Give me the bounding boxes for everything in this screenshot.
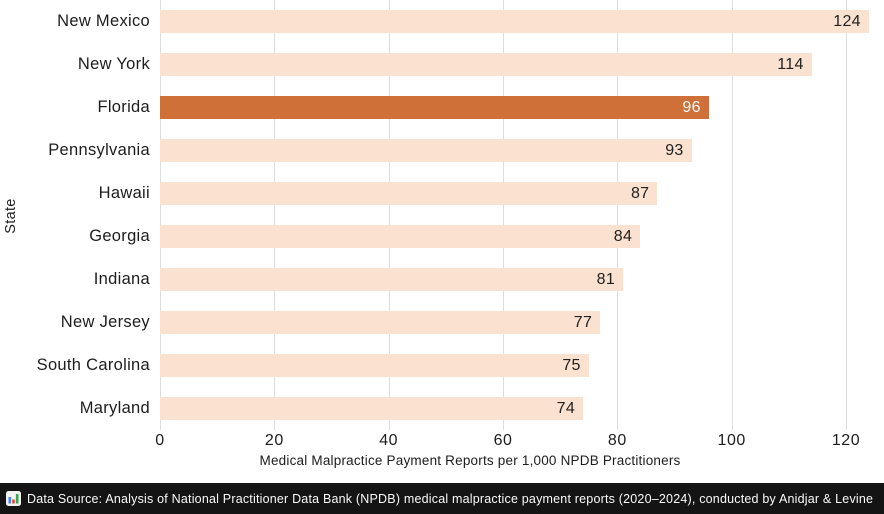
bar-new-mexico: 124 bbox=[160, 10, 869, 33]
x-tick-60: 60 bbox=[493, 432, 513, 449]
gridline-100 bbox=[731, 0, 733, 430]
value-label: 74 bbox=[556, 399, 576, 417]
category-label-hawaii: Hawaii bbox=[98, 184, 150, 202]
category-label-new-york: New York bbox=[77, 55, 150, 73]
category-label-new-jersey: New Jersey bbox=[60, 313, 150, 331]
gridline-80 bbox=[617, 0, 619, 430]
bar-row-indiana: 81 bbox=[160, 258, 884, 301]
bar-indiana: 81 bbox=[160, 268, 624, 291]
category-label-indiana: Indiana bbox=[93, 270, 150, 288]
x-axis-label: Medical Malpractice Payment Reports per … bbox=[259, 453, 681, 468]
value-label: 96 bbox=[682, 98, 701, 116]
category-label-maryland: Maryland bbox=[79, 399, 150, 417]
x-tick-0: 0 bbox=[155, 432, 165, 449]
category-label-new-mexico: New Mexico bbox=[57, 12, 150, 30]
value-label: 75 bbox=[562, 356, 581, 374]
x-tick-80: 80 bbox=[607, 432, 627, 449]
bar-pennsylvania: 93 bbox=[160, 139, 692, 162]
bar-south-carolina: 75 bbox=[160, 354, 589, 377]
bar-hawaii: 87 bbox=[160, 182, 658, 205]
value-label: 77 bbox=[573, 313, 593, 331]
gridline-40 bbox=[388, 0, 390, 430]
value-label: 81 bbox=[596, 270, 616, 288]
bar-new-jersey: 77 bbox=[160, 311, 601, 334]
bar-georgia: 84 bbox=[160, 225, 641, 248]
bar-row-south-carolina: 75 bbox=[160, 344, 884, 387]
bar-florida: 96 bbox=[160, 96, 709, 119]
bar-row-florida: 96 bbox=[160, 86, 884, 129]
gridline-120 bbox=[846, 0, 847, 430]
x-tick-100: 100 bbox=[717, 432, 746, 449]
source-footer: Data Source: Analysis of National Practi… bbox=[0, 483, 884, 514]
bar-new-york: 114 bbox=[160, 53, 812, 76]
bar-row-new-jersey: 77 bbox=[160, 301, 884, 344]
bar-maryland: 74 bbox=[160, 397, 584, 420]
value-label: 114 bbox=[777, 55, 804, 73]
value-label: 84 bbox=[613, 227, 633, 245]
bar-row-georgia: 84 bbox=[160, 215, 884, 258]
x-tick-20: 20 bbox=[264, 432, 284, 449]
value-label: 124 bbox=[833, 12, 861, 30]
footer-text: Data Source: Analysis of National Practi… bbox=[27, 491, 874, 506]
category-label-georgia: Georgia bbox=[89, 227, 150, 245]
x-tick-120: 120 bbox=[831, 432, 861, 449]
value-label: 87 bbox=[630, 184, 650, 202]
value-label: 93 bbox=[665, 141, 684, 159]
category-label-pennsylvania: Pennsylvania bbox=[48, 141, 150, 159]
bar-row-maryland: 74 bbox=[160, 387, 884, 430]
category-label-south-carolina: South Carolina bbox=[36, 356, 150, 374]
gridline-0 bbox=[160, 0, 161, 430]
bar-row-new-york: 114 bbox=[160, 43, 884, 86]
plot-area: 124 114 96 93 87 84 81 77 75 74 bbox=[160, 0, 884, 430]
bar-row-new-mexico: 124 bbox=[160, 0, 884, 43]
bar-row-pennsylvania: 93 bbox=[160, 129, 884, 172]
gridline-20 bbox=[274, 0, 276, 430]
x-tick-40: 40 bbox=[379, 432, 399, 449]
category-label-florida: Florida bbox=[97, 98, 150, 116]
bar-chart-icon bbox=[6, 491, 21, 506]
gridline-60 bbox=[503, 0, 504, 430]
bar-row-hawaii: 87 bbox=[160, 172, 884, 215]
